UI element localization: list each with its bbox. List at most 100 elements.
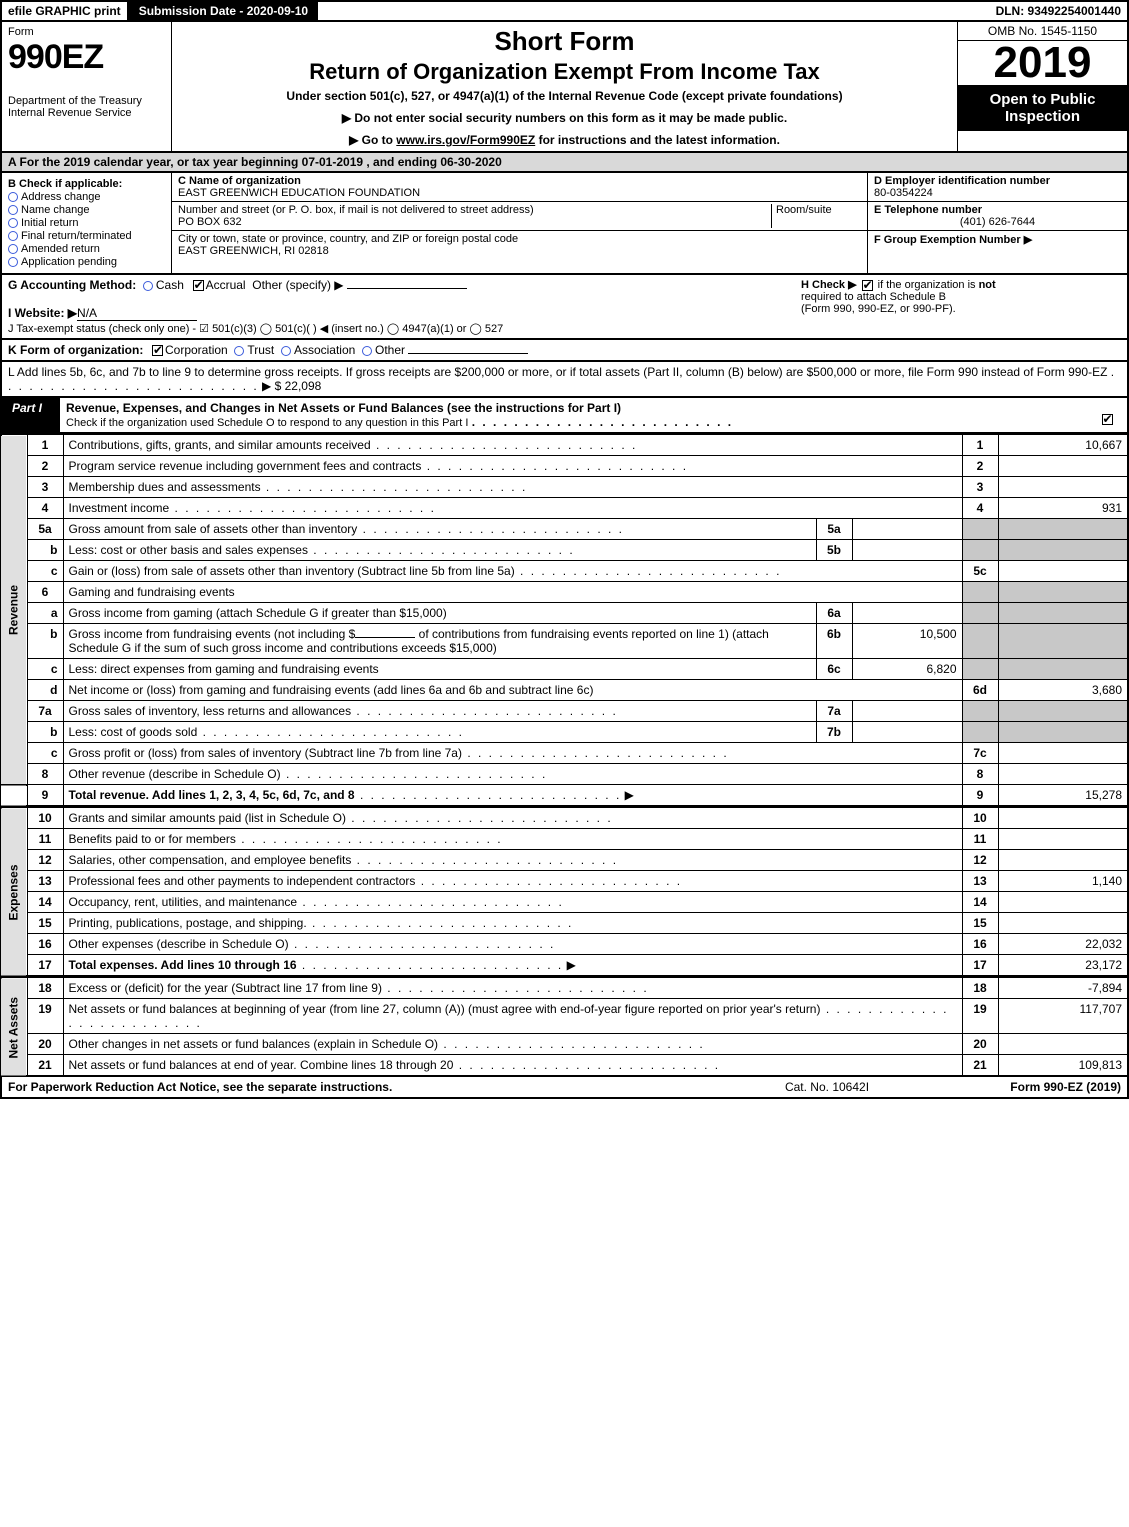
check-name-change[interactable]: Name change xyxy=(8,204,165,216)
table-row: 8 Other revenue (describe in Schedule O)… xyxy=(1,764,1128,785)
checkbox-accrual[interactable] xyxy=(193,280,204,291)
dots xyxy=(438,1037,705,1051)
col-amount: 3,680 xyxy=(998,680,1128,701)
efile-label[interactable]: efile GRAPHIC print xyxy=(2,2,129,20)
check-final-return[interactable]: Final return/terminated xyxy=(8,230,165,242)
check-label: Application pending xyxy=(21,256,117,268)
h-section: H Check ▶ if the organization is not req… xyxy=(801,278,1121,335)
b-label: B Check if applicable: xyxy=(8,178,165,190)
col-amount xyxy=(998,561,1128,582)
check-amended-return[interactable]: Amended return xyxy=(8,243,165,255)
col-no: 12 xyxy=(962,850,998,871)
line-k: K Form of organization: Corporation Trus… xyxy=(0,340,1129,362)
section-d-e-f: D Employer identification number 80-0354… xyxy=(867,173,1127,273)
col-no: 11 xyxy=(962,829,998,850)
sub-amount xyxy=(852,540,962,561)
line-no: b xyxy=(27,624,63,659)
line-no: 8 xyxy=(27,764,63,785)
table-row: 16 Other expenses (describe in Schedule … xyxy=(1,934,1128,955)
check-address-change[interactable]: Address change xyxy=(8,191,165,203)
col-no: 8 xyxy=(962,764,998,785)
circle-icon[interactable] xyxy=(281,346,291,356)
col-amount xyxy=(998,764,1128,785)
street-label: Number and street (or P. O. box, if mail… xyxy=(178,204,534,216)
col-no: 21 xyxy=(962,1055,998,1077)
checkbox-corp[interactable] xyxy=(152,345,163,356)
circle-icon[interactable] xyxy=(143,281,153,291)
g-other-input[interactable] xyxy=(347,288,467,289)
table-row: 19 Net assets or fund balances at beginn… xyxy=(1,999,1128,1034)
l-amount: $ 22,098 xyxy=(275,379,322,393)
line-desc: Net income or (loss) from gaming and fun… xyxy=(69,683,594,697)
dots xyxy=(357,522,624,536)
circle-icon xyxy=(8,231,18,241)
col-no: 5c xyxy=(962,561,998,582)
submission-date: Submission Date - 2020-09-10 xyxy=(129,2,318,20)
net-assets-side-label: Net Assets xyxy=(1,978,27,1077)
col-amount xyxy=(998,743,1128,764)
k-assoc: Association xyxy=(294,343,355,357)
check-application-pending[interactable]: Application pending xyxy=(8,256,165,268)
dots xyxy=(236,832,503,846)
col-amount xyxy=(998,1034,1128,1055)
line-no: 5a xyxy=(27,519,63,540)
page-footer: For Paperwork Reduction Act Notice, see … xyxy=(0,1077,1129,1099)
line-desc: Less: cost of goods sold xyxy=(69,725,198,739)
line-no: 19 xyxy=(27,999,63,1034)
city-state-zip: EAST GREENWICH, RI 02818 xyxy=(178,245,329,257)
checkbox-schedule-o[interactable] xyxy=(1102,414,1113,425)
spacer xyxy=(1,785,27,807)
g-label: G Accounting Method: xyxy=(8,278,136,292)
line-no: 2 xyxy=(27,456,63,477)
line-desc: Gross income from gaming (attach Schedul… xyxy=(69,606,447,620)
goto-link[interactable]: www.irs.gov/Form990EZ xyxy=(396,133,535,147)
col-no: 18 xyxy=(962,978,998,999)
dots xyxy=(382,981,649,995)
col-no: 7c xyxy=(962,743,998,764)
table-row: a Gross income from gaming (attach Sched… xyxy=(1,603,1128,624)
line-desc: Salaries, other compensation, and employ… xyxy=(69,853,352,867)
sub-amount xyxy=(852,722,962,743)
line-desc: Net assets or fund balances at beginning… xyxy=(69,1002,821,1016)
col-amount xyxy=(998,808,1128,829)
check-initial-return[interactable]: Initial return xyxy=(8,217,165,229)
h-not: not xyxy=(979,279,996,291)
line-no: 17 xyxy=(27,955,63,977)
table-row: 21 Net assets or fund balances at end of… xyxy=(1,1055,1128,1077)
short-form-title: Short Form xyxy=(180,26,949,57)
table-row: 12 Salaries, other compensation, and emp… xyxy=(1,850,1128,871)
col-amount xyxy=(998,913,1128,934)
table-row: 9 Total revenue. Add lines 1, 2, 3, 4, 5… xyxy=(1,785,1128,807)
col-no: 6d xyxy=(962,680,998,701)
circle-icon xyxy=(8,218,18,228)
grey-cell xyxy=(998,659,1128,680)
line-no: c xyxy=(27,561,63,582)
dots xyxy=(261,480,528,494)
sub-amount xyxy=(852,519,962,540)
circle-icon[interactable] xyxy=(234,346,244,356)
grey-cell xyxy=(998,722,1128,743)
col-no: 19 xyxy=(962,999,998,1034)
line-desc: Gaming and fundraising events xyxy=(63,582,962,603)
footer-center: Cat. No. 10642I xyxy=(727,1077,927,1097)
grey-cell xyxy=(962,722,998,743)
goto-suffix: for instructions and the latest informat… xyxy=(535,133,780,147)
col-no: 20 xyxy=(962,1034,998,1055)
header-left: Form 990EZ Department of the Treasury In… xyxy=(2,22,172,151)
contrib-input[interactable] xyxy=(355,637,415,638)
line-desc: Professional fees and other payments to … xyxy=(69,874,416,888)
line-no: 16 xyxy=(27,934,63,955)
circle-icon[interactable] xyxy=(362,346,372,356)
k-other-input[interactable] xyxy=(408,353,528,354)
check-label: Address change xyxy=(21,191,101,203)
checkbox-h[interactable] xyxy=(862,280,873,291)
circle-icon xyxy=(8,192,18,202)
line-desc: Gain or (loss) from sale of assets other… xyxy=(69,564,515,578)
table-row: b Gross income from fundraising events (… xyxy=(1,624,1128,659)
line-no: 20 xyxy=(27,1034,63,1055)
k-other: Other xyxy=(375,343,405,357)
dots xyxy=(297,895,564,909)
tax-year: 2019 xyxy=(958,41,1127,85)
g-accrual: Accrual xyxy=(206,278,246,292)
check-label: Name change xyxy=(21,204,90,216)
